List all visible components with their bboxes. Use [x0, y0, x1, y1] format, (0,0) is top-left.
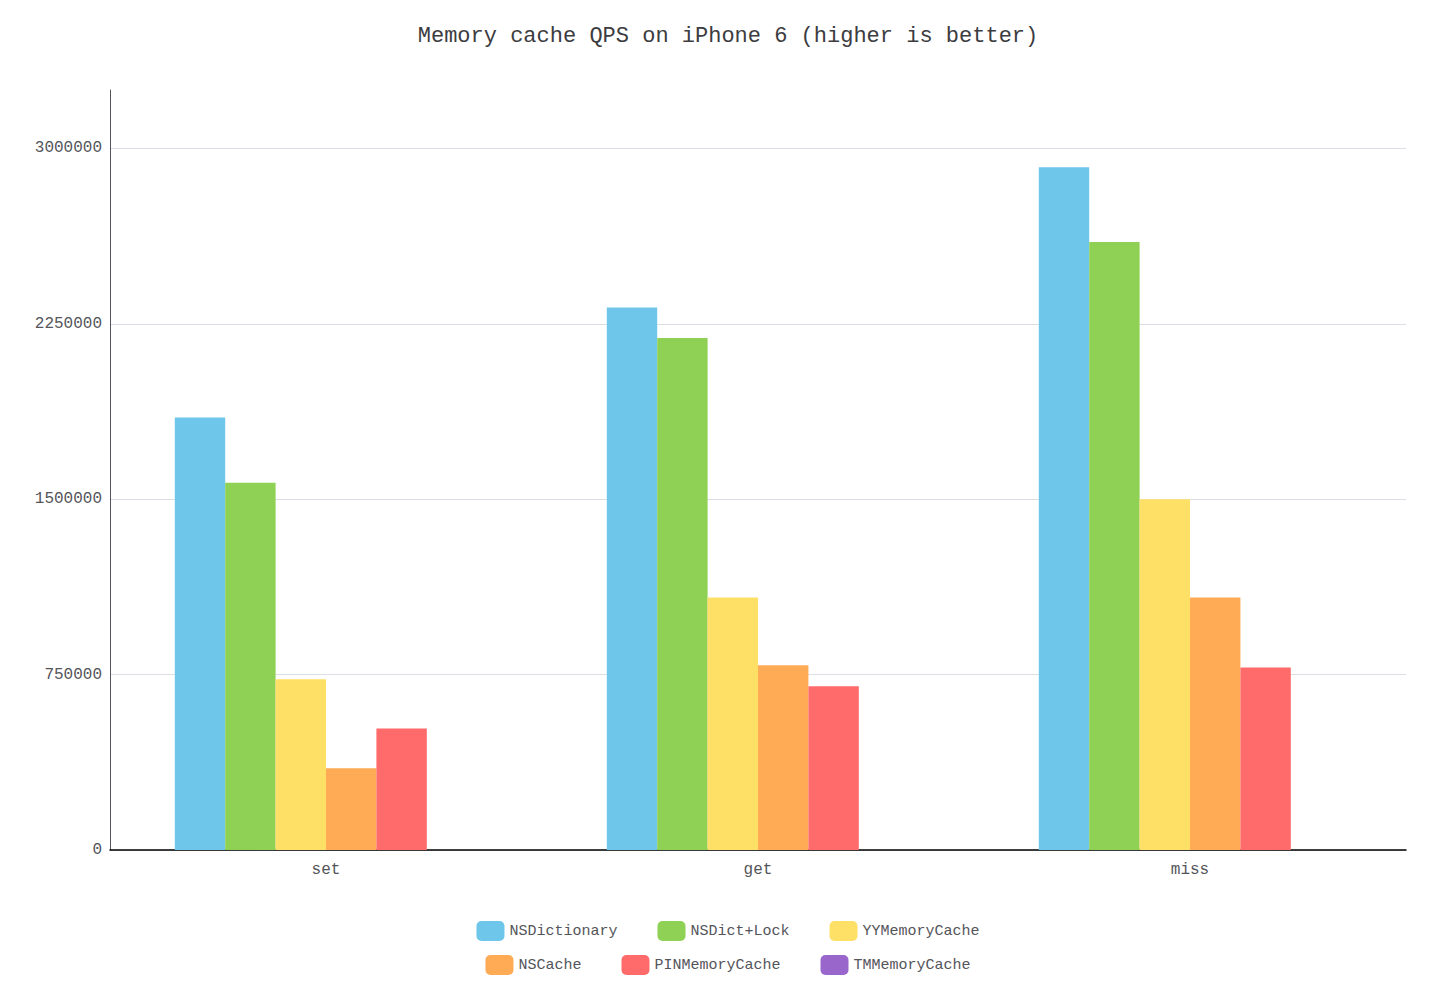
- svg-text:miss: miss: [1171, 861, 1209, 879]
- svg-text:PINMemoryCache: PINMemoryCache: [654, 957, 780, 974]
- svg-text:0: 0: [92, 841, 102, 859]
- svg-text:set: set: [312, 861, 341, 879]
- svg-text:NSDictionary: NSDictionary: [509, 923, 617, 940]
- svg-text:2250000: 2250000: [35, 315, 102, 333]
- svg-text:NSCache: NSCache: [518, 957, 581, 974]
- svg-text:3000000: 3000000: [35, 139, 102, 157]
- svg-text:750000: 750000: [44, 666, 102, 684]
- svg-text:get: get: [744, 861, 773, 879]
- svg-text:TMMemoryCache: TMMemoryCache: [854, 957, 971, 974]
- svg-text:NSDict+Lock: NSDict+Lock: [690, 923, 789, 940]
- svg-text:YYMemoryCache: YYMemoryCache: [863, 923, 980, 940]
- svg-text:1500000: 1500000: [35, 490, 102, 508]
- svg-text:Memory cache QPS on iPhone 6 (: Memory cache QPS on iPhone 6 (higher is …: [418, 24, 1039, 49]
